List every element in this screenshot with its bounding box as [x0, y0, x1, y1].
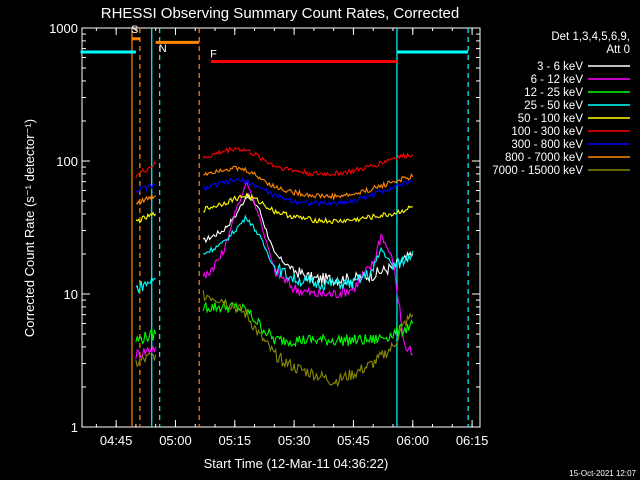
series-line-300-800-kev: [135, 183, 156, 194]
observing-intervals: S N F: [80, 24, 469, 427]
y-tick-label: 100: [56, 154, 78, 169]
y-tick-label: 1: [71, 420, 78, 435]
x-tick-label: 05:15: [219, 433, 252, 448]
plot-frame: [81, 27, 481, 428]
legend-header-detectors: Det 1,3,4,5,6,9,: [551, 31, 630, 43]
series-line-12-25-kev: [202, 300, 414, 348]
series-layer: [135, 146, 414, 388]
footer-date: 15-Oct-2021 12:07: [569, 469, 636, 478]
series-line-300-800-kev: [202, 176, 413, 208]
chart-title: RHESSI Observing Summary Count Rates, Co…: [101, 5, 459, 22]
legend-label-7000-15000-kev: 7000 - 15000 keV: [492, 165, 583, 177]
legend-header-attenuator: Att 0: [606, 44, 630, 56]
interval-label-f: F: [210, 48, 217, 60]
legend-label-6-12-kev: 6 - 12 keV: [531, 74, 584, 86]
series-line-800-7000-kev: [203, 165, 414, 202]
series-line-25-50-kev: [135, 276, 156, 293]
legend-label-25-50-kev: 25 - 50 keV: [524, 100, 583, 112]
x-tick-label: 05:30: [278, 433, 311, 448]
x-tick-label: 05:45: [337, 433, 370, 448]
x-tick-label: 06:15: [456, 433, 489, 448]
series-line-6-12-kev: [135, 344, 157, 361]
series-line-7000-15000-kev: [202, 290, 414, 388]
x-tick-label: 04:45: [100, 433, 133, 448]
series-line-100-300-kev: [202, 146, 414, 177]
legend-label-800-7000-kev: 800 - 7000 keV: [505, 152, 583, 164]
axes: 04:45 05:00 05:15 05:30 05:45 06:00 06:15 1 10 10…: [49, 21, 488, 448]
y-axis-label: Corrected Count Rate (s⁻¹ detector⁻¹): [22, 119, 37, 337]
series-line-800-7000-kev: [135, 193, 157, 206]
x-tick-label: 06:00: [396, 433, 429, 448]
series-line-12-25-kev: [135, 328, 157, 345]
x-axis-label: Start Time (12-Mar-11 04:36:22): [204, 456, 389, 471]
y-tick-label: 10: [64, 287, 78, 302]
legend-label-12-25-kev: 12 - 25 keV: [524, 87, 583, 99]
x-tick-label: 05:00: [159, 433, 192, 448]
series-line-3-6-kev: [202, 192, 414, 287]
series-line-25-50-kev: [202, 214, 414, 291]
series-line-50-100-kev: [203, 192, 413, 225]
legend-label-100-300-kev: 100 - 300 keV: [511, 126, 583, 138]
legend-label-300-800-kev: 300 - 800 keV: [511, 139, 583, 151]
series-line-100-300-kev: [135, 160, 157, 178]
series-line-6-12-kev: [202, 180, 413, 356]
interval-label-n: N: [159, 43, 167, 55]
legend-label-50-100-kev: 50 - 100 keV: [518, 113, 584, 125]
legend-label-3-6-kev: 3 - 6 keV: [537, 61, 583, 73]
series-line-50-100-kev: [135, 211, 157, 224]
y-tick-label: 1000: [49, 21, 78, 36]
series-line-7000-15000-kev: [135, 352, 157, 368]
interval-label-s: S: [131, 24, 138, 36]
